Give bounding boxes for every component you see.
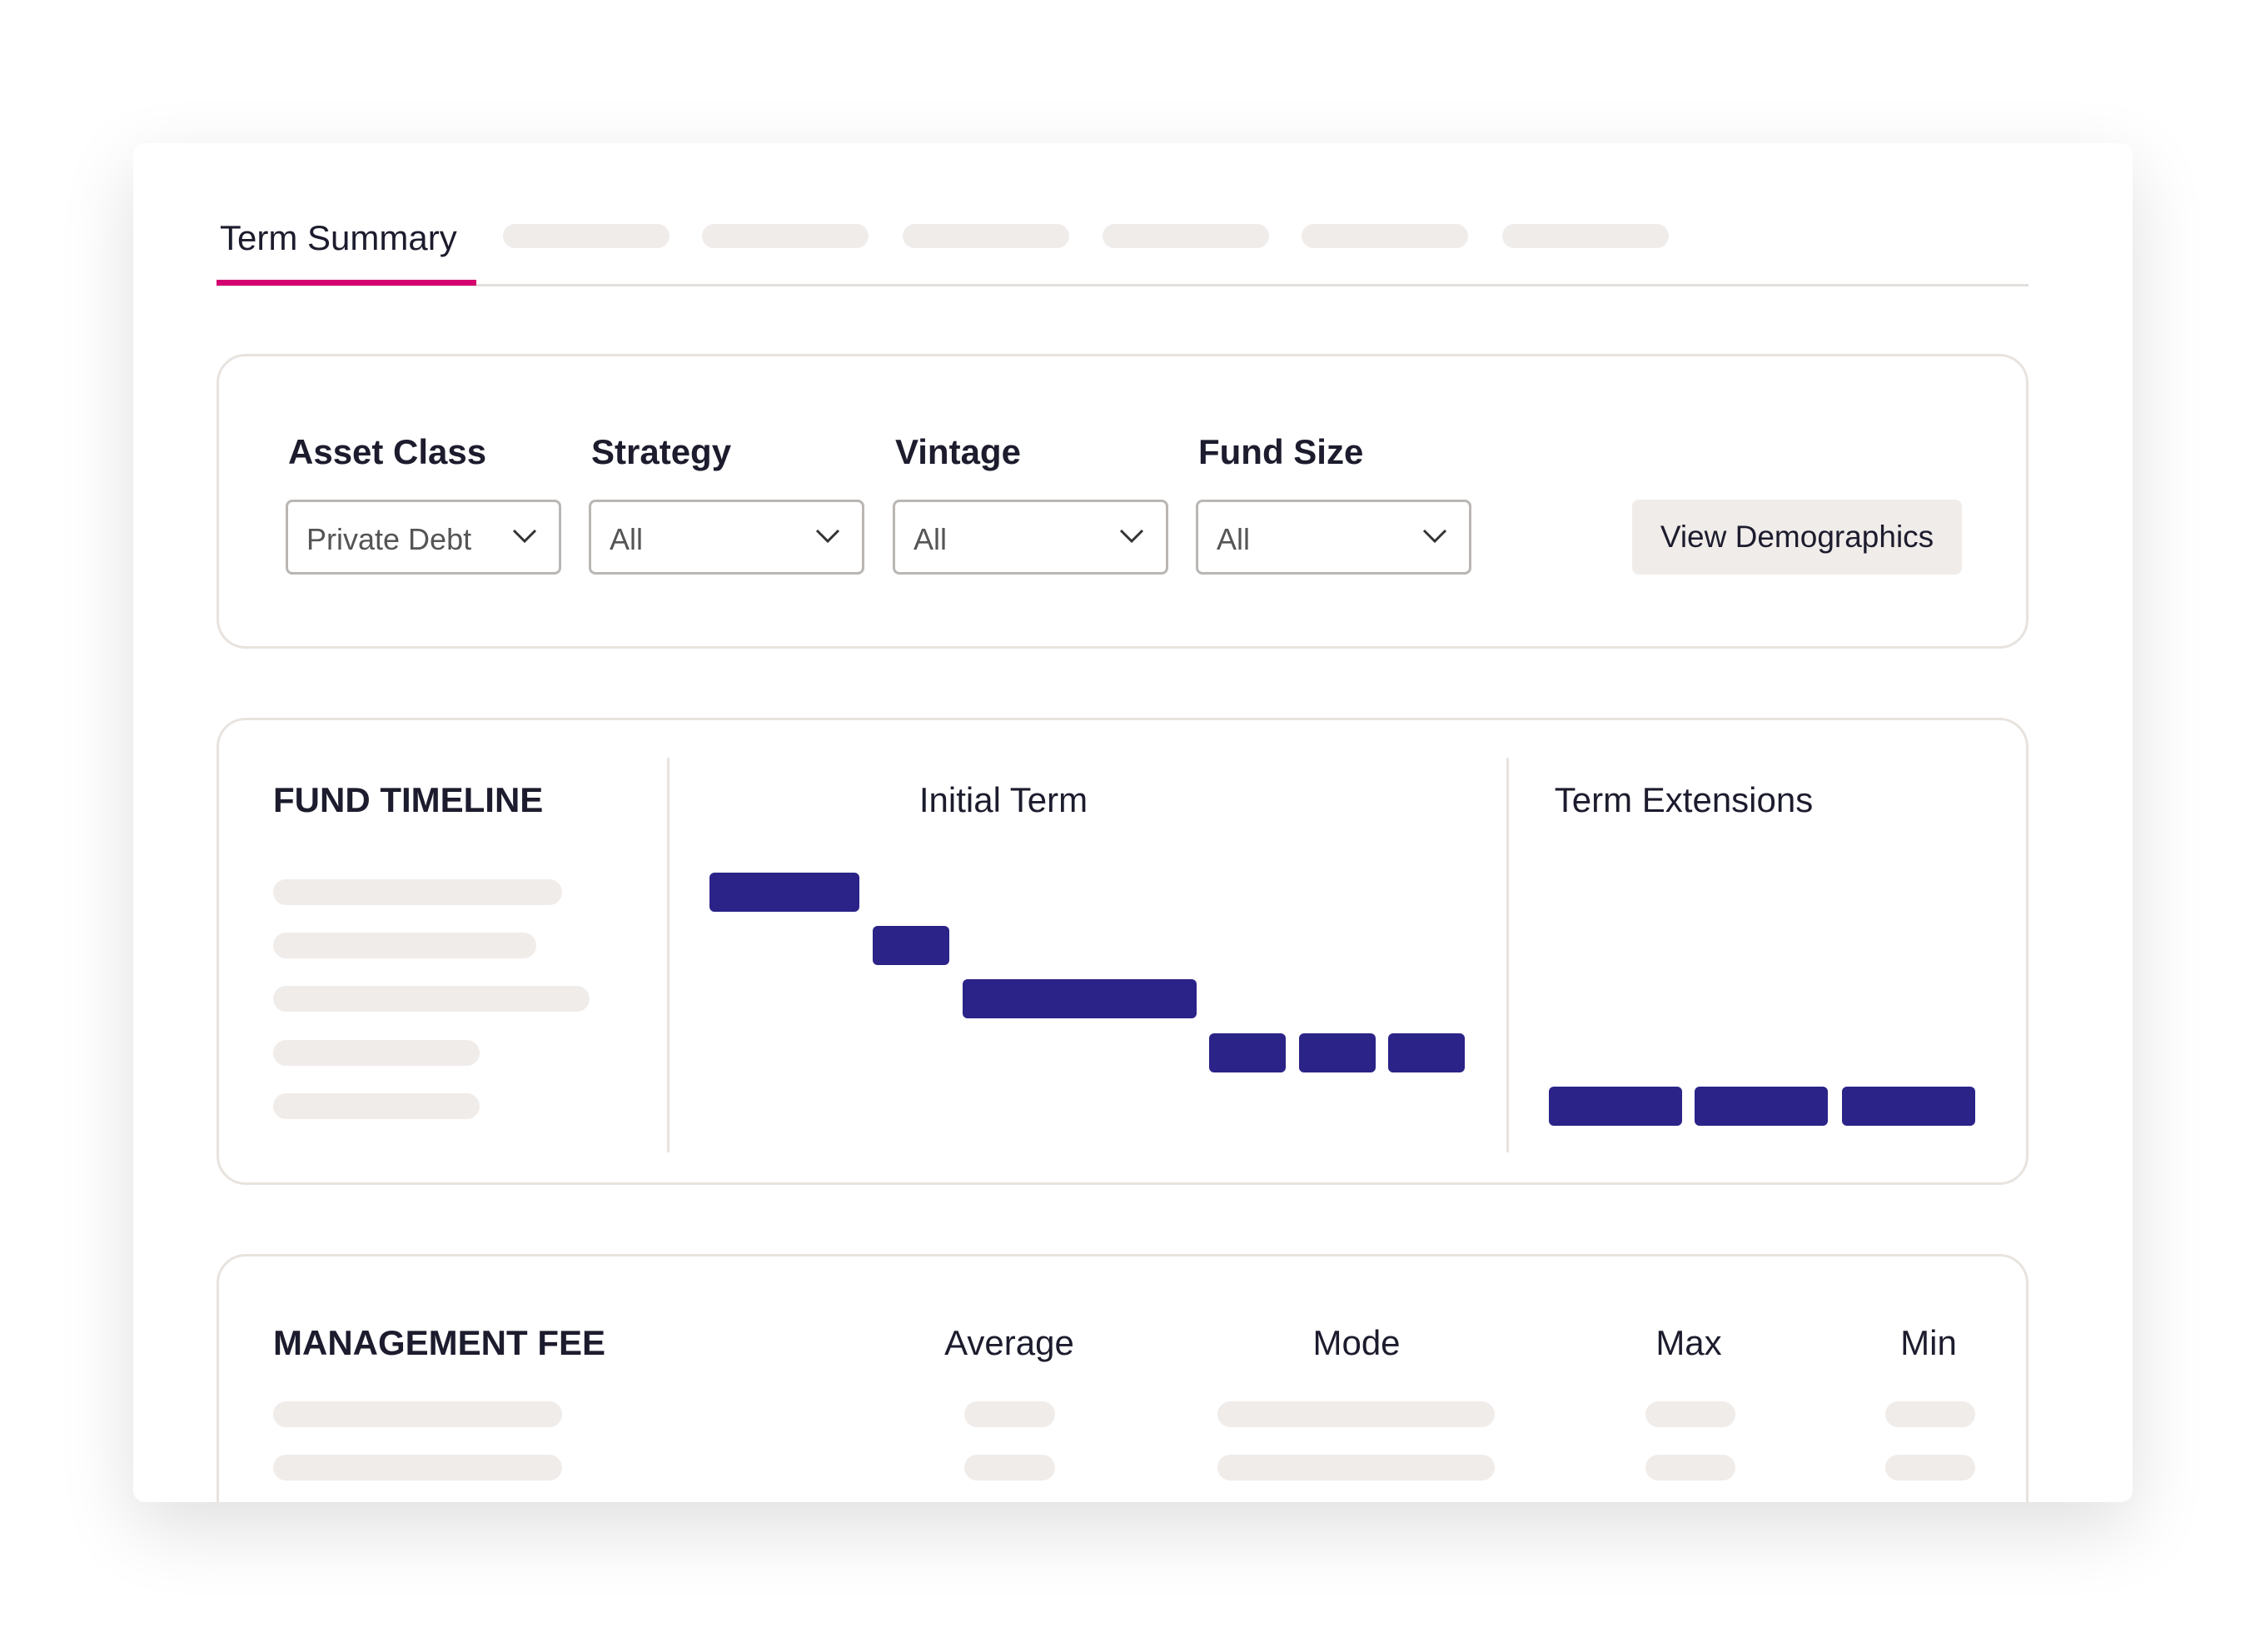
dropdown-value: Private Debt xyxy=(306,522,472,556)
timeline-bar xyxy=(1388,1033,1465,1072)
extension-bar xyxy=(1842,1087,1975,1126)
filter-label: Asset Class xyxy=(288,432,487,471)
tab-placeholder[interactable] xyxy=(903,224,1069,248)
timeline-bar xyxy=(709,873,859,912)
active-tab[interactable]: Term Summary xyxy=(220,218,457,257)
dropdown-value: All xyxy=(913,522,948,556)
chevron xyxy=(1422,529,1447,544)
divider xyxy=(667,758,670,1152)
app-window: Term Summary View Demographics Asset Cla… xyxy=(133,143,2133,1502)
fee-panel: MANAGEMENT FEE Average Mode Max Min xyxy=(217,1254,2029,1502)
fee-column-heading: Average xyxy=(944,1323,1074,1362)
placeholder-value xyxy=(964,1401,1055,1427)
extension-bar xyxy=(1695,1087,1828,1126)
filter-panel: View Demographics Asset Class Private Deb… xyxy=(217,354,2029,649)
view-demographics-button[interactable]: View Demographics xyxy=(1632,500,1962,575)
dropdown-value: All xyxy=(1217,522,1251,556)
chevron xyxy=(512,529,537,544)
fee-column-heading: Min xyxy=(1900,1323,1957,1362)
tab-placeholder[interactable] xyxy=(1502,224,1669,248)
timeline-bar xyxy=(873,926,949,965)
filter-label: Strategy xyxy=(591,432,732,471)
fee-column-heading: Max xyxy=(1655,1323,1722,1362)
tab-placeholder[interactable] xyxy=(1302,224,1468,248)
placeholder-value xyxy=(1217,1455,1495,1480)
placeholder-line xyxy=(273,986,590,1012)
placeholder-value xyxy=(1645,1455,1735,1480)
chevron xyxy=(815,529,840,544)
dropdown[interactable]: Private Debt xyxy=(286,500,561,575)
dropdown[interactable]: All xyxy=(893,500,1168,575)
filter-label: Fund Size xyxy=(1198,432,1364,471)
tab-placeholder[interactable] xyxy=(1103,224,1269,248)
placeholder-value xyxy=(1645,1401,1735,1427)
placeholder-line xyxy=(273,933,536,958)
dropdown-value: All xyxy=(610,522,644,556)
placeholder-value xyxy=(1885,1455,1975,1480)
filter-label: Vintage xyxy=(895,432,1021,471)
timeline-title: FUND TIMELINE xyxy=(273,780,544,819)
placeholder-line xyxy=(273,1401,562,1427)
chevron xyxy=(1119,529,1144,544)
timeline-bar xyxy=(1299,1033,1376,1072)
tab-rule xyxy=(217,284,2029,286)
divider xyxy=(1506,758,1509,1152)
placeholder-value xyxy=(964,1455,1055,1480)
timeline-panel: FUND TIMELINE Initial Term Term Extensio… xyxy=(217,718,2029,1185)
initial-term-heading: Initial Term xyxy=(918,780,1088,819)
tab-placeholder[interactable] xyxy=(702,224,869,248)
tab-placeholder[interactable] xyxy=(503,224,670,248)
placeholder-line xyxy=(273,1455,562,1480)
dropdown[interactable]: All xyxy=(1196,500,1471,575)
dropdown[interactable]: All xyxy=(589,500,864,575)
timeline-bar xyxy=(963,979,1197,1018)
tab-underline xyxy=(217,280,476,286)
placeholder-line xyxy=(273,1040,480,1066)
timeline-bar xyxy=(1209,1033,1286,1072)
fee-title: MANAGEMENT FEE xyxy=(273,1323,605,1362)
term-extensions-heading: Term Extensions xyxy=(1554,780,1814,819)
placeholder-value xyxy=(1217,1401,1495,1427)
fee-column-heading: Mode xyxy=(1312,1323,1401,1362)
extension-bar xyxy=(1549,1087,1682,1126)
placeholder-value xyxy=(1885,1401,1975,1427)
placeholder-line xyxy=(273,879,562,905)
placeholder-line xyxy=(273,1093,480,1119)
